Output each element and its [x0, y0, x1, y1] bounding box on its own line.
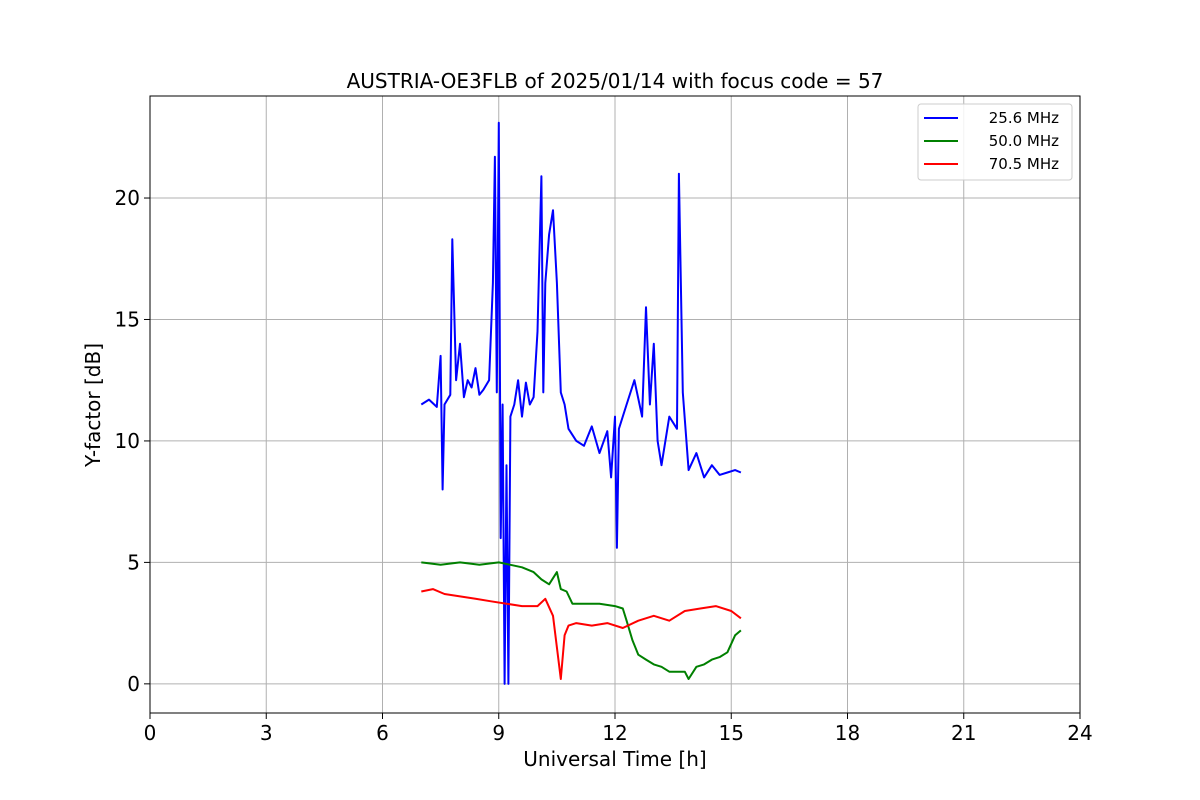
y-tick-label: 5 [127, 550, 140, 574]
legend-label: 70.5 MHz [989, 155, 1059, 173]
x-tick-label: 12 [602, 721, 627, 745]
y-tick-label: 20 [115, 186, 140, 210]
y-tick-label: 15 [115, 307, 140, 331]
legend-label: 50.0 MHz [989, 132, 1059, 150]
x-tick-label: 9 [492, 721, 505, 745]
x-tick-label: 15 [719, 721, 744, 745]
y-tick-label: 10 [115, 429, 140, 453]
x-axis-label: Universal Time [h] [523, 747, 706, 771]
ticks: 0 3 6 9 12 15 18 21 24 0 5 10 15 20 [115, 186, 1093, 745]
series-line-0 [420, 121, 742, 685]
x-tick-label: 3 [260, 721, 273, 745]
chart-title: AUSTRIA-OE3FLB of 2025/01/14 with focus … [347, 69, 884, 93]
legend-label: 25.6 MHz [989, 109, 1059, 127]
x-tick-label: 6 [376, 721, 389, 745]
x-tick-label: 24 [1067, 721, 1092, 745]
legend: 25.6 MHz 50.0 MHz 70.5 MHz [917, 103, 1073, 181]
series-group [420, 121, 742, 685]
y-tick-label: 0 [127, 672, 140, 696]
series-line-2 [421, 588, 742, 680]
series-line-1 [421, 561, 742, 680]
x-tick-label: 18 [835, 721, 860, 745]
y-axis-label: Y-factor [dB] [81, 343, 105, 468]
x-tick-label: 21 [951, 721, 976, 745]
x-tick-label: 0 [144, 721, 157, 745]
legend-box [917, 103, 1073, 181]
